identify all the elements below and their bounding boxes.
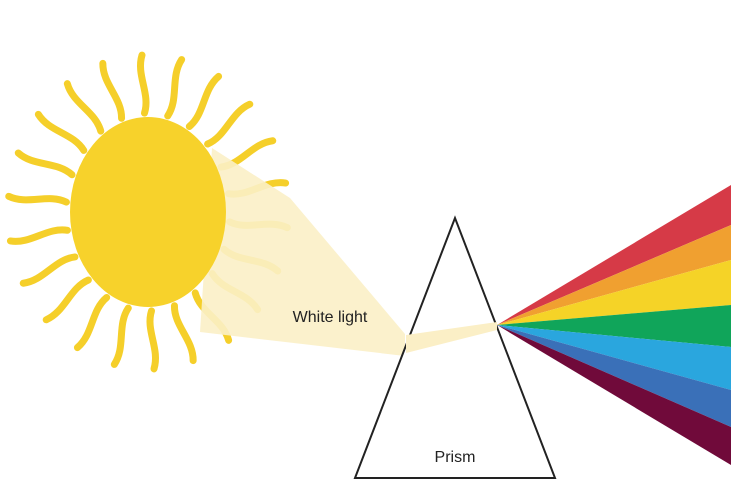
sun-ray [10, 230, 67, 242]
sun-ray [38, 114, 83, 150]
sun-ray [67, 84, 100, 131]
sun [70, 117, 226, 307]
sun-ray [208, 104, 250, 144]
sun-ray [23, 257, 75, 283]
prism-diagram: White light Prism [0, 0, 731, 494]
sun-ray [103, 63, 122, 118]
sun-ray [168, 60, 182, 116]
sun-ray [18, 153, 72, 175]
white-light-label: White light [293, 309, 368, 326]
sun-ray [140, 55, 146, 113]
sun-ray [189, 76, 218, 126]
sun-ray [174, 306, 193, 361]
sun-ray [9, 196, 67, 202]
sun-ray [150, 311, 156, 369]
prism-label: Prism [435, 449, 476, 466]
sun-ray [77, 297, 106, 347]
sun-ray [114, 308, 128, 364]
sun-ray [46, 280, 88, 320]
